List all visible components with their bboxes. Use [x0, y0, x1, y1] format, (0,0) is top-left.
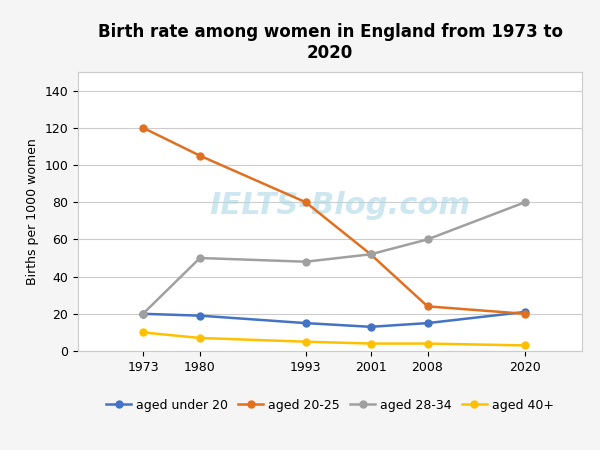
aged under 20: [424, 320, 431, 326]
aged 40+: [521, 343, 529, 348]
aged 40+: [196, 335, 203, 341]
aged under 20: [521, 309, 529, 315]
Text: IELTS-Blog.com: IELTS-Blog.com: [209, 191, 470, 220]
aged 20-25: [521, 311, 529, 316]
aged 28-34: [424, 237, 431, 242]
aged 28-34: [139, 311, 146, 316]
Line: aged 20-25: aged 20-25: [140, 124, 529, 317]
aged 20-25: [367, 252, 374, 257]
aged under 20: [302, 320, 309, 326]
aged under 20: [367, 324, 374, 329]
Line: aged 28-34: aged 28-34: [140, 199, 529, 317]
aged under 20: [196, 313, 203, 318]
Line: aged 40+: aged 40+: [140, 329, 529, 349]
aged under 20: [139, 311, 146, 316]
aged 28-34: [196, 255, 203, 261]
aged 40+: [424, 341, 431, 346]
aged 20-25: [139, 125, 146, 130]
aged 20-25: [196, 153, 203, 158]
aged 28-34: [302, 259, 309, 265]
Y-axis label: Births per 1000 women: Births per 1000 women: [26, 138, 39, 285]
aged 28-34: [521, 199, 529, 205]
aged 28-34: [367, 252, 374, 257]
aged 40+: [367, 341, 374, 346]
aged 20-25: [302, 199, 309, 205]
Line: aged under 20: aged under 20: [140, 308, 529, 330]
aged 40+: [302, 339, 309, 344]
aged 20-25: [424, 304, 431, 309]
Title: Birth rate among women in England from 1973 to
2020: Birth rate among women in England from 1…: [97, 23, 563, 62]
Legend: aged under 20, aged 20-25, aged 28-34, aged 40+: aged under 20, aged 20-25, aged 28-34, a…: [101, 393, 559, 417]
aged 40+: [139, 330, 146, 335]
